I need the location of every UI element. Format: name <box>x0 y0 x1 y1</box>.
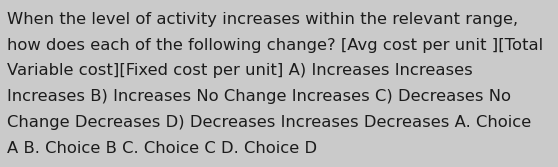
Text: Increases B) Increases No Change Increases C) Decreases No: Increases B) Increases No Change Increas… <box>7 89 511 104</box>
Text: When the level of activity increases within the relevant range,: When the level of activity increases wit… <box>7 12 518 27</box>
Text: Variable cost][Fixed cost per unit] A) Increases Increases: Variable cost][Fixed cost per unit] A) I… <box>7 63 473 78</box>
Text: A B. Choice B C. Choice C D. Choice D: A B. Choice B C. Choice C D. Choice D <box>7 141 318 156</box>
Text: how does each of the following change? [Avg cost per unit ][Total: how does each of the following change? [… <box>7 38 543 53</box>
Text: Change Decreases D) Decreases Increases Decreases A. Choice: Change Decreases D) Decreases Increases … <box>7 115 532 130</box>
